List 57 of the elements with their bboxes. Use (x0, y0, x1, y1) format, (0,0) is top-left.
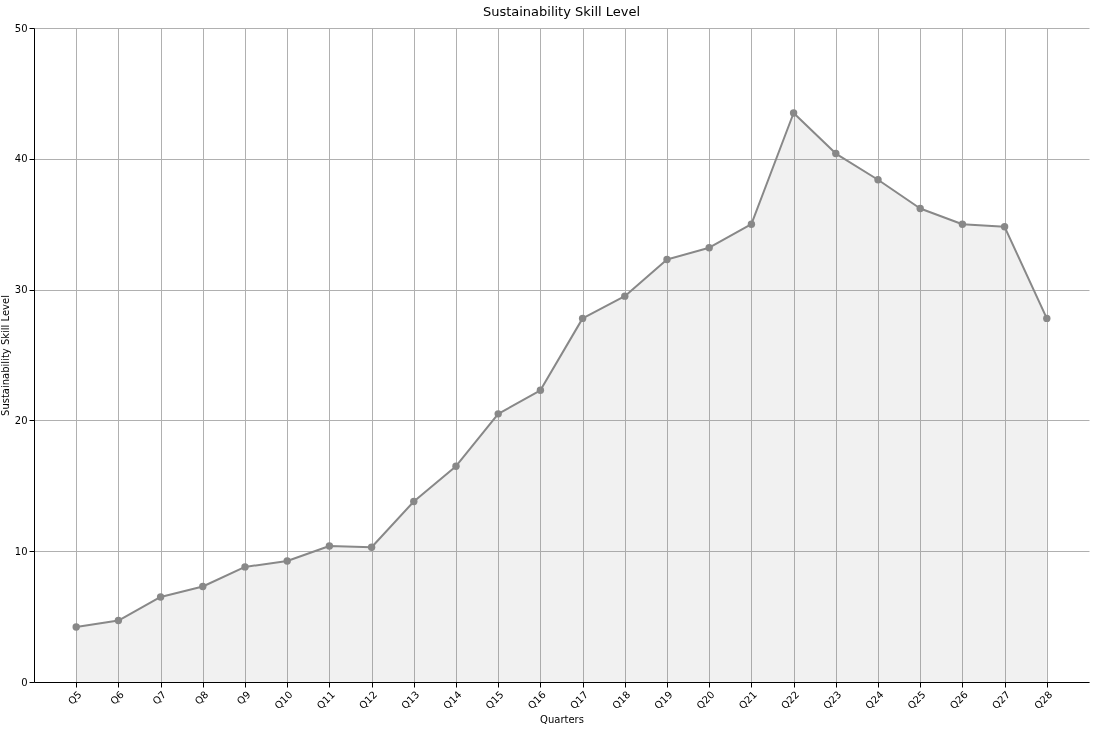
y-tick-label: 30 (14, 284, 28, 296)
x-tick-label: Q11 (314, 688, 337, 712)
x-tick-label: Q14 (441, 688, 464, 712)
x-tick-label: Q7 (150, 688, 169, 707)
point (325, 542, 334, 550)
point (663, 255, 671, 264)
y-tick-label: 50 (14, 22, 28, 34)
x-tick-label: Q6 (108, 688, 126, 707)
x-tick-label: Q20 (694, 688, 717, 712)
x-tick-label: Q22 (778, 688, 802, 712)
point (114, 616, 123, 625)
x-tick-label: Q12 (356, 688, 380, 712)
x-tick-label: Q27 (989, 688, 1013, 712)
x-tick-label: Q18 (610, 688, 633, 712)
point (1000, 223, 1009, 231)
y-tick-label: 40 (14, 153, 28, 165)
y-tick-label: 0 (21, 676, 28, 688)
point (578, 314, 587, 323)
point (72, 623, 80, 631)
point (916, 204, 924, 213)
x-tick-label: Q13 (399, 688, 422, 712)
chart-title: Sustainability Skill Level (482, 4, 641, 19)
point (283, 557, 291, 565)
point (747, 220, 756, 228)
point (410, 497, 418, 506)
y-tick-label: 20 (14, 414, 28, 426)
y-tick-label: 10 (14, 545, 28, 557)
point (789, 109, 798, 117)
x-tick-label: Q16 (525, 688, 548, 712)
x-tick-label: Q10 (272, 688, 295, 712)
point (958, 220, 967, 228)
point (874, 176, 882, 184)
x-tick-label: Q15 (483, 688, 506, 712)
point (367, 543, 376, 551)
x-tick-label: Q26 (947, 688, 970, 712)
point (621, 292, 629, 300)
point (452, 462, 460, 470)
x-tick-label: Q21 (736, 688, 759, 712)
point (494, 410, 502, 418)
x-tick-label: Q8 (192, 688, 211, 707)
point (1043, 314, 1051, 323)
point (156, 593, 165, 601)
point (832, 149, 840, 158)
x-tick-label: Q19 (652, 688, 675, 712)
point (241, 563, 249, 571)
x-tick-label: Q23 (821, 688, 844, 712)
x-tick-label: Q9 (234, 688, 253, 707)
x-tick-label: Q5 (65, 688, 84, 707)
x-tick-label: Q17 (567, 688, 591, 712)
point (705, 244, 713, 252)
point (536, 386, 545, 395)
y-axis-title: Sustainability Skill Level (0, 295, 11, 416)
x-axis-title: Quarters (540, 714, 584, 726)
x-tick-label: Q25 (905, 688, 928, 712)
point (199, 582, 207, 591)
x-tick-label: Q24 (863, 688, 886, 712)
x-tick-label: Q28 (1032, 688, 1055, 712)
